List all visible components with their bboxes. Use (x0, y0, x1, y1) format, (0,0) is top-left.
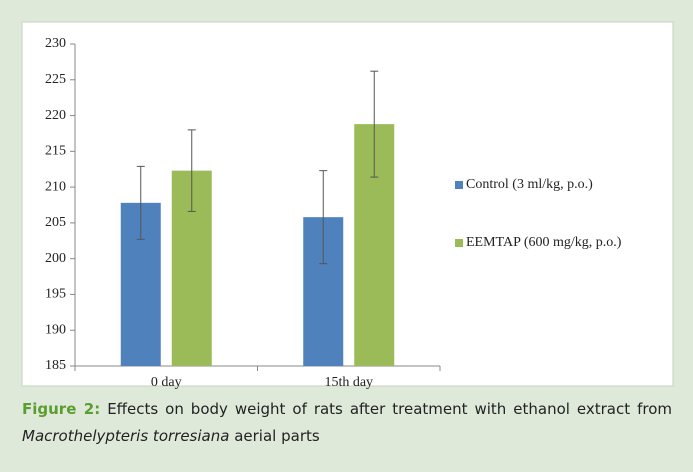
legend-swatch (455, 239, 463, 247)
y-tick-label: 195 (45, 287, 66, 302)
chart: 185 190 195 200 205 210 215 220 225 230 0 day 15th … (21, 21, 674, 390)
y-tick-label: 190 (45, 322, 66, 337)
y-tick-label: 185 (45, 358, 66, 373)
y-tick-label: 220 (45, 108, 66, 123)
y-tick-label: 215 (45, 144, 66, 159)
figure-caption: Figure 2: Effects on body weight of rats… (22, 396, 672, 450)
y-tick-label: 210 (45, 179, 66, 194)
chart-background (21, 21, 674, 387)
x-tick-label: 0 day (151, 375, 182, 390)
x-tick-label: 15th day (324, 375, 373, 390)
y-tick-label: 225 (45, 72, 66, 87)
y-tick-label: 230 (45, 36, 66, 51)
y-tick-label: 200 (45, 251, 66, 266)
caption-text: aerial parts (234, 427, 320, 445)
caption-text: Effects on body weight of rats after tre… (107, 400, 672, 418)
legend-swatch (455, 181, 463, 189)
legend-label: Control (3 ml/kg, p.o.) (466, 177, 593, 192)
caption-label: Figure 2: (22, 400, 101, 418)
caption-species: Macrothelypteris torresiana (22, 427, 230, 445)
legend-label: EEMTAP (600 mg/kg, p.o.) (466, 235, 622, 250)
y-tick-label: 205 (45, 215, 66, 230)
